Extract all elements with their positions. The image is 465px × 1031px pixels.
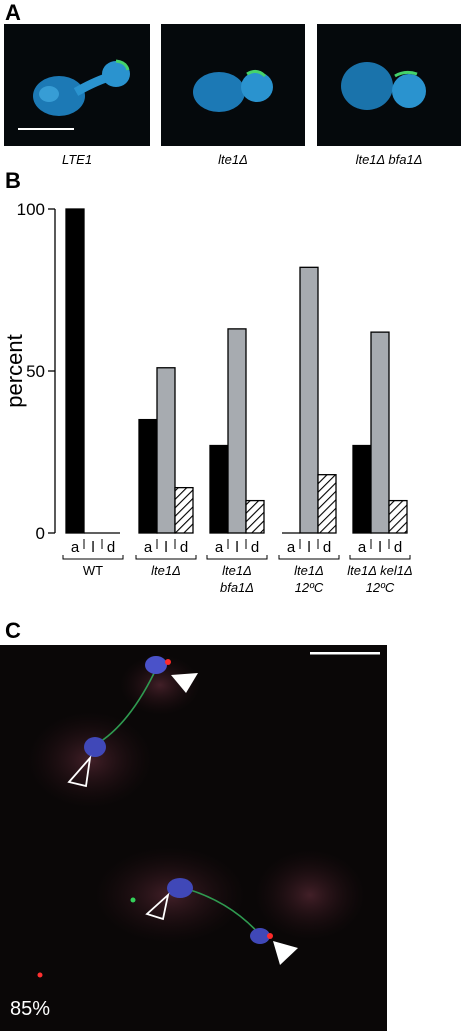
filled-arrowhead-2	[273, 941, 298, 965]
cell-bud	[102, 61, 130, 87]
bar	[65, 208, 85, 534]
nucleus-1b	[84, 737, 106, 757]
bar	[245, 499, 265, 534]
panel-a-letter: A	[5, 0, 21, 25]
y-axis-label: percent	[2, 334, 27, 407]
y-tick-label: 50	[26, 362, 45, 381]
bar	[227, 328, 247, 534]
bar	[388, 499, 408, 534]
bar-label: l	[235, 539, 238, 556]
group-label: 12ºC	[366, 580, 395, 595]
y-tick-label: 0	[36, 524, 45, 543]
bar	[352, 444, 372, 534]
scale-bar	[18, 128, 74, 130]
group-bracket	[278, 555, 340, 560]
group-label: lte1Δ	[294, 563, 324, 578]
group-bracket	[349, 555, 411, 560]
micrograph-panel-c: 85%	[0, 645, 387, 1031]
panel-b-letter: B	[5, 168, 21, 193]
bar-label: a	[144, 539, 153, 556]
bar-label: a	[215, 539, 224, 556]
nucleus-2a	[167, 878, 193, 898]
group-label: lte1Δ	[151, 563, 181, 578]
nucleus-2b	[250, 928, 270, 944]
caption-lte1-delta-bfa1-delta: lte1Δ bfa1Δ	[355, 152, 423, 167]
scale-bar	[310, 652, 380, 655]
group-label: bfa1Δ	[220, 580, 254, 595]
bar	[174, 486, 194, 534]
green-signal	[115, 59, 130, 71]
bar-label: d	[107, 539, 115, 556]
group-label: 12ºC	[295, 580, 324, 595]
bar-label: d	[180, 539, 188, 556]
group-label: lte1Δ	[222, 563, 252, 578]
y-tick-label: 100	[17, 200, 45, 219]
open-arrowhead-1	[67, 755, 92, 788]
bar	[156, 367, 176, 534]
bar	[317, 474, 337, 534]
bar-label: l	[91, 539, 94, 556]
filled-arrowhead-1	[171, 673, 198, 693]
bar-label: a	[358, 539, 367, 556]
bar-label: a	[287, 539, 296, 556]
bar-label: d	[394, 539, 402, 556]
panel-c-letter: C	[5, 618, 21, 643]
group-bracket	[62, 555, 124, 560]
caption-lte1: LTE1	[61, 152, 93, 167]
bar-label: d	[251, 539, 259, 556]
micrograph-lte1-delta	[161, 24, 305, 146]
group-label: lte1Δ kel1Δ	[347, 563, 412, 578]
open-arrowhead-2	[145, 892, 170, 921]
percent-label: 85%	[10, 998, 51, 1020]
group-bracket	[206, 555, 268, 560]
bar-label: l	[164, 539, 167, 556]
cell-nucleus	[33, 76, 85, 116]
bar-label: a	[71, 539, 80, 556]
group-label: WT	[83, 563, 103, 578]
bar	[209, 444, 229, 534]
group-bracket	[135, 555, 197, 560]
micrograph-lte1	[4, 24, 150, 146]
nucleus-1a	[145, 656, 167, 674]
bar	[138, 418, 158, 534]
bar	[370, 331, 390, 534]
caption-lte1-delta: lte1Δ	[218, 152, 248, 167]
bar	[299, 266, 319, 534]
micrograph-lte1-delta-bfa1-delta	[317, 24, 461, 146]
bar-label: l	[307, 539, 310, 556]
bar-label: d	[323, 539, 331, 556]
bar-label: l	[378, 539, 381, 556]
